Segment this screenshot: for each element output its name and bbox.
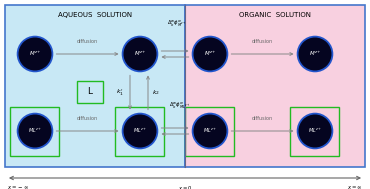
Text: $M^{z+}$: $M^{z+}$ [134, 50, 147, 58]
Bar [10, 106, 60, 156]
Circle shape [299, 115, 332, 147]
Text: diffusion: diffusion [252, 39, 273, 44]
Text: $k_2$: $k_2$ [152, 88, 160, 97]
Circle shape [17, 113, 53, 149]
Circle shape [297, 113, 333, 149]
Circle shape [124, 37, 157, 70]
Circle shape [122, 36, 158, 72]
Text: $\Delta_o^w\phi_{M^{z+}}^{o\prime}$: $\Delta_o^w\phi_{M^{z+}}^{o\prime}$ [167, 19, 187, 29]
Circle shape [299, 37, 332, 70]
Circle shape [192, 36, 228, 72]
Bar [290, 106, 340, 156]
Text: $ML^{z+}$: $ML^{z+}$ [203, 127, 217, 136]
Bar [77, 81, 103, 103]
Text: $ML^{z+}$: $ML^{z+}$ [308, 127, 322, 136]
Text: ORGANIC  SOLUTION: ORGANIC SOLUTION [239, 12, 311, 18]
Text: $x = -\infty$: $x = -\infty$ [7, 184, 29, 189]
Text: $M^{z+}$: $M^{z+}$ [204, 50, 216, 58]
Text: $M^{z+}$: $M^{z+}$ [28, 50, 41, 58]
Text: L: L [87, 88, 92, 97]
Circle shape [18, 115, 51, 147]
Text: $x = \infty$: $x = \infty$ [347, 184, 363, 189]
Bar [185, 106, 235, 156]
Bar [5, 5, 185, 167]
Text: diffusion: diffusion [77, 39, 98, 44]
Circle shape [18, 37, 51, 70]
Text: $x = 0$: $x = 0$ [178, 184, 192, 189]
Text: $M^{z+}$: $M^{z+}$ [309, 50, 322, 58]
Circle shape [194, 37, 226, 70]
Text: diffusion: diffusion [77, 116, 98, 121]
Text: $k_1^{\prime}$: $k_1^{\prime}$ [116, 87, 124, 98]
Circle shape [192, 113, 228, 149]
Text: $ML^{z+}$: $ML^{z+}$ [133, 127, 147, 136]
Circle shape [297, 36, 333, 72]
Text: $\Delta_o^w\phi_{ML^{z+}}^{o\prime}$: $\Delta_o^w\phi_{ML^{z+}}^{o\prime}$ [169, 101, 191, 111]
Circle shape [122, 113, 158, 149]
Bar [115, 106, 165, 156]
Circle shape [194, 115, 226, 147]
Text: diffusion: diffusion [252, 116, 273, 121]
Bar [185, 5, 365, 167]
Text: AQUEOUS  SOLUTION: AQUEOUS SOLUTION [58, 12, 132, 18]
Text: $ML^{z+}$: $ML^{z+}$ [28, 127, 42, 136]
Circle shape [17, 36, 53, 72]
Circle shape [124, 115, 157, 147]
